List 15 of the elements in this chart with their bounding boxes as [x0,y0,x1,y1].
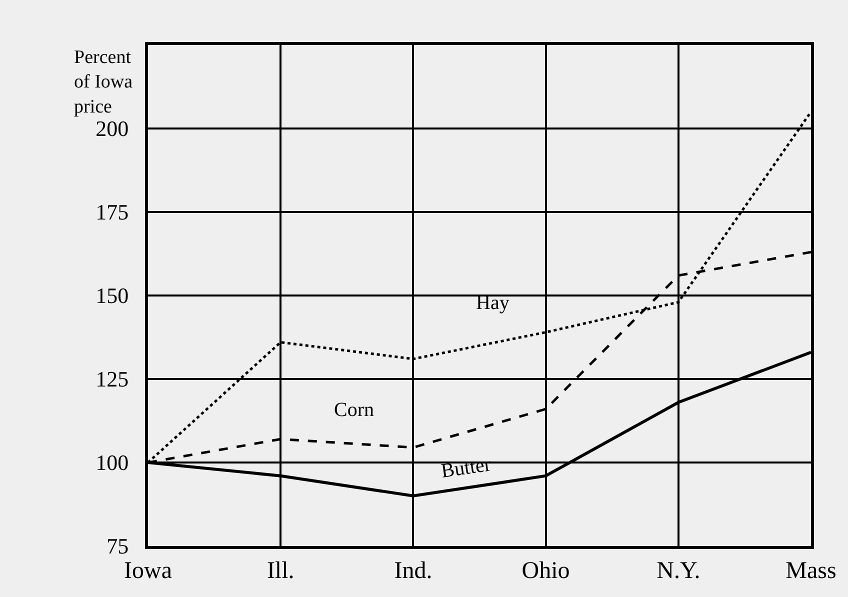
y-tick-label: 200 [96,116,129,142]
y-tick-label: 100 [96,450,129,476]
x-tick-label: N.Y. [656,558,700,584]
x-tick-label: Ind. [394,558,432,584]
x-tick-label: Mass [786,558,836,584]
y-tick-label: 150 [96,283,129,308]
series-label: Corn [334,399,374,421]
x-tick-label: Iowa [124,558,172,584]
y-tick-label: 75 [106,534,129,559]
series-label: Hay [476,292,510,314]
x-tick-label: Ill. [266,558,294,584]
y-tick-label: 125 [96,366,129,392]
y-tick-label: 175 [96,200,129,225]
y-axis-title: Percent of Iowa price [74,47,134,118]
x-tick-label: Ohio [522,558,570,584]
